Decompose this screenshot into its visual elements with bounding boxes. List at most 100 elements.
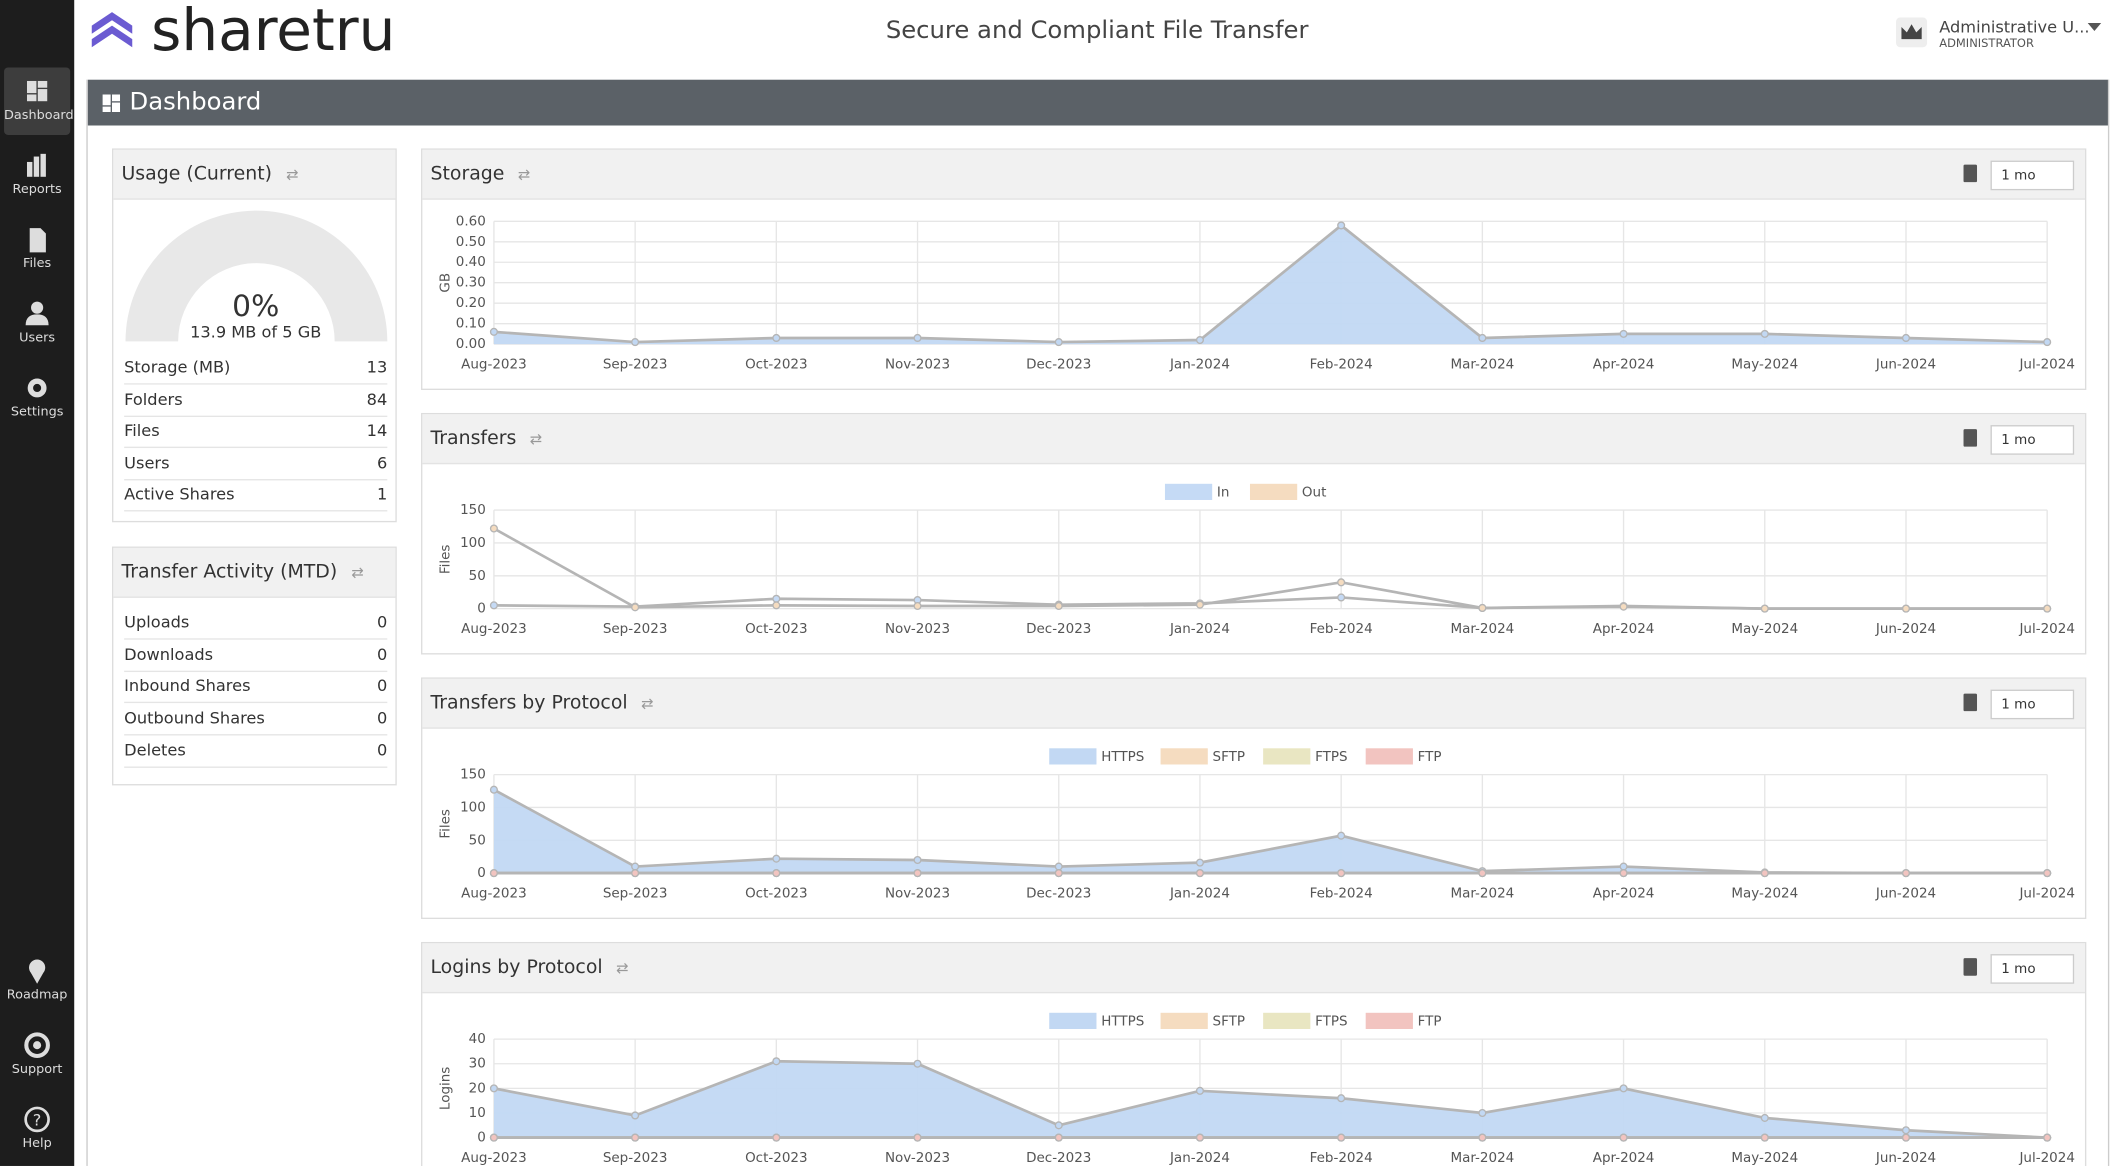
point: [1901, 1133, 1911, 1142]
period-select[interactable]: 1 mo: [1990, 689, 2075, 720]
dashboard-icon: [102, 94, 121, 113]
point: [913, 855, 922, 865]
legend-swatch: [1365, 748, 1413, 765]
stat-row: Uploads 0: [124, 607, 388, 640]
export-icon[interactable]: [1963, 958, 1978, 976]
x-tick-label: Jun-2024: [1875, 356, 1936, 372]
nav-item[interactable]: Roadmap: [0, 947, 74, 1014]
refresh[interactable]: ⇄: [529, 430, 543, 449]
x-tick-label: May-2024: [1731, 621, 1798, 637]
usage-panel: Usage (Current) ⇄ 0% 13.9 MB of 5 GB Sto…: [112, 148, 397, 523]
legend-label: HTTPS: [1101, 749, 1144, 765]
period-select[interactable]: 1 mo: [1990, 954, 2075, 984]
point: [772, 869, 781, 878]
stat-row: Storage (MB) 13: [124, 352, 388, 385]
stat-row: Folders 84: [124, 384, 388, 417]
point: [1619, 602, 1628, 611]
x-tick-label: Apr-2024: [1593, 1150, 1655, 1166]
chart: 0 50 100 150 Aug-2023 Sep-2023 Oct-2023 Nov-202…: [437, 483, 2075, 637]
stat-row: Downloads 0: [124, 639, 388, 672]
x-tick-label: Jan-2024: [1169, 356, 1230, 372]
nav-item[interactable]: Reports: [0, 142, 74, 209]
point: [913, 1059, 922, 1068]
y-tick-label: 150: [460, 767, 486, 783]
stat-row: Inbound Shares 0: [124, 671, 388, 704]
stat-label: Outbound Shares: [124, 708, 265, 728]
legend-label: SFTP: [1213, 1014, 1245, 1030]
chart: 0.00 0.10 0.20 0.30 0.40 0.50 0.60 Aug-2023 Sep-…: [437, 213, 2075, 372]
legend-label: HTTPS: [1101, 1014, 1144, 1030]
user-avatar[interactable]: [1896, 17, 1928, 48]
point: [489, 1133, 498, 1142]
x-tick-label: Aug-2023: [461, 1150, 527, 1166]
nav-item[interactable]: Files: [0, 216, 74, 283]
point: [1619, 869, 1628, 878]
stat-label: Files: [124, 421, 160, 440]
legend-swatch: [1160, 748, 1208, 765]
point: [1619, 329, 1628, 338]
x-tick-label: Aug-2023: [461, 621, 527, 637]
y-tick-label: 100: [460, 535, 486, 551]
stat-value: 0: [376, 708, 388, 728]
nav-label: Reports: [12, 182, 62, 198]
x-tick-label: Jan-2024: [1169, 621, 1230, 637]
point: [1901, 869, 1911, 878]
point: [1478, 603, 1487, 613]
x-tick-label: Jul-2024: [2018, 356, 2074, 372]
legend-label: SFTP: [1213, 749, 1245, 765]
x-tick-label: Sep-2023: [603, 621, 668, 637]
point: [1478, 1133, 1487, 1142]
chart-panel: Transfers ⇄ 1 mo 0 50 100 150 Aug-2023 Sep-2023 O…: [421, 412, 2087, 655]
x-tick-label: Sep-2023: [603, 885, 668, 901]
point: [489, 524, 498, 533]
refresh[interactable]: ⇄: [616, 959, 629, 978]
y-tick-label: 0.50: [456, 234, 486, 250]
legend-swatch: [1249, 483, 1298, 500]
export-icon[interactable]: [1963, 693, 1978, 712]
point: [2043, 869, 2052, 878]
x-tick-label: Jun-2024: [1875, 621, 1936, 637]
point: [1195, 600, 1204, 609]
nav-label: Dashboard: [4, 107, 74, 123]
user-caret[interactable]: [2085, 20, 2104, 33]
nav-label: Users: [19, 330, 56, 346]
line: [493, 527, 2048, 610]
chart: 0 50 100 150 Aug-2023 Sep-2023 Oct-2023 Nov-202…: [437, 748, 2075, 901]
nav-item[interactable]: Settings: [0, 364, 74, 431]
x-tick-label: Dec-2023: [1026, 356, 1091, 372]
point: [1760, 869, 1769, 878]
refresh[interactable]: ⇄: [641, 694, 654, 713]
nav-item[interactable]: ? Help: [0, 1096, 74, 1163]
gauge: [125, 210, 388, 342]
export-icon[interactable]: [1963, 164, 1978, 183]
nav-item[interactable]: Dashboard: [4, 67, 74, 135]
point: [913, 1133, 922, 1142]
y-tick-label: 0: [477, 601, 486, 617]
nav-label: Files: [23, 256, 52, 272]
point: [1195, 869, 1204, 878]
user-name[interactable]: Administrative U...: [1939, 17, 2090, 37]
period-select[interactable]: 1 mo: [1990, 425, 2075, 455]
chart: 0 10 20 30 40 Aug-2023 Sep-2023 Oct-2023 Nov-202…: [437, 1012, 2075, 1166]
y-tick-label: 0.40: [456, 254, 486, 270]
point: [1478, 1108, 1487, 1118]
refresh[interactable]: ⇄: [517, 165, 531, 184]
period-select[interactable]: 1 mo: [1990, 160, 2075, 191]
refresh[interactable]: ⇄: [351, 564, 364, 582]
logo[interactable]: [86, 7, 137, 61]
nav-item[interactable]: Users: [0, 290, 74, 357]
legend-label: FTPS: [1315, 749, 1347, 765]
point: [1619, 862, 1628, 871]
x-tick-label: Nov-2023: [885, 621, 950, 637]
point: [1054, 869, 1063, 878]
x-tick-label: Nov-2023: [885, 885, 950, 901]
export-icon[interactable]: [1963, 429, 1978, 447]
point: [1901, 604, 1911, 613]
y-axis-label: Files: [437, 545, 453, 575]
sidebar: Dashboard Reports Files Users Settings Roadma…: [0, 0, 75, 1166]
refresh[interactable]: ⇄: [286, 165, 299, 184]
nav-item[interactable]: Support: [0, 1022, 74, 1089]
point: [913, 869, 922, 878]
legend-swatch: [1263, 1012, 1311, 1029]
